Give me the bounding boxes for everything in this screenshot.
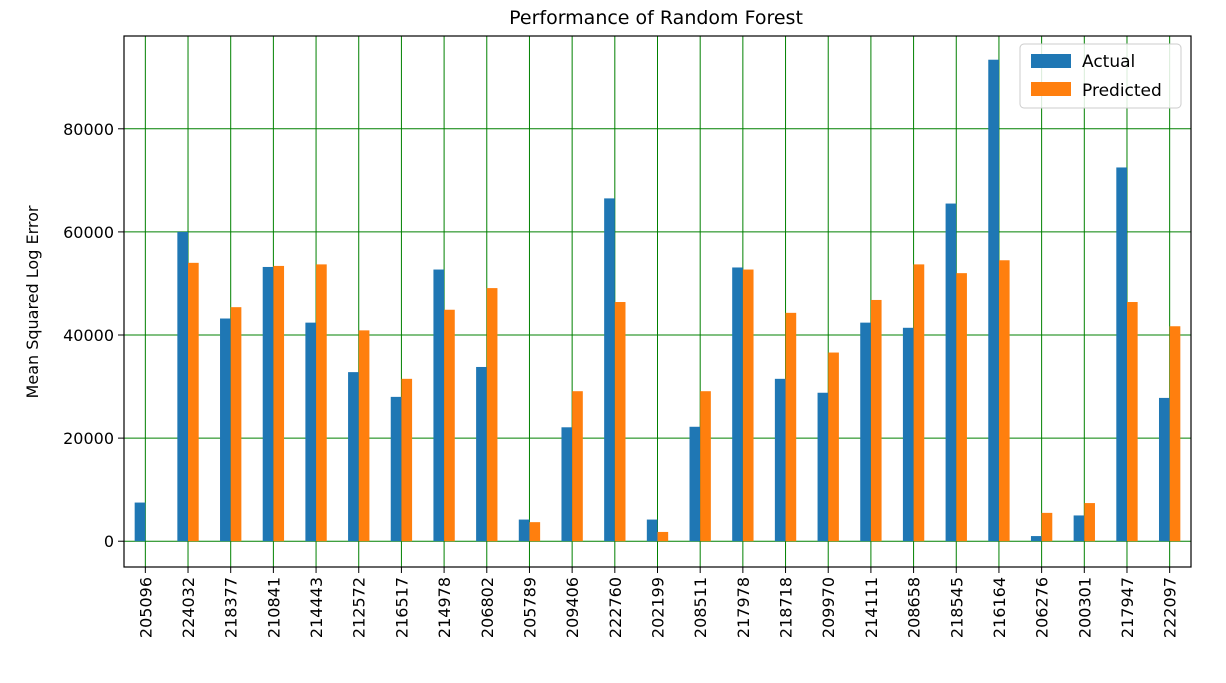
x-tick-label: 200301 <box>1075 577 1094 638</box>
x-tick-label: 218377 <box>222 577 241 638</box>
bar-predicted-218545 <box>956 273 967 542</box>
bar-predicted-218377 <box>230 307 242 542</box>
chart-title: Performance of Random Forest <box>509 7 803 29</box>
bar-predicted-218718 <box>785 312 797 542</box>
bar-actual-212572 <box>348 372 359 542</box>
bar-actual-208511 <box>689 426 701 542</box>
bar-predicted-214978 <box>444 309 455 542</box>
x-tick-label: 209406 <box>563 577 582 638</box>
bar-predicted-212572 <box>358 330 370 542</box>
ticks-layer: 0 20000 40000 60000 80000 205096 224032 218377 2… <box>63 120 1180 638</box>
bar-actual-218545 <box>945 203 957 542</box>
bar-predicted-224032 <box>188 262 199 542</box>
bar-actual-205789 <box>518 519 530 542</box>
x-tick-label: 214443 <box>307 577 326 638</box>
bar-predicted-210841 <box>273 265 285 542</box>
bar-predicted-214111 <box>870 299 882 542</box>
x-tick-label: 222097 <box>1161 577 1180 638</box>
y-tick-label: 80000 <box>63 120 114 139</box>
x-tick-label: 206802 <box>478 577 497 638</box>
x-tick-label: 222760 <box>606 577 625 638</box>
x-tick-label: 218718 <box>777 577 796 638</box>
y-tick-label: 20000 <box>63 429 114 448</box>
bar-predicted-216164 <box>998 260 1010 542</box>
bar-predicted-217978 <box>742 269 754 542</box>
x-tick-label: 205789 <box>520 577 539 638</box>
bar-actual-209406 <box>561 427 573 542</box>
x-tick-label: 217978 <box>734 577 753 638</box>
y-tick-label: 40000 <box>63 326 114 345</box>
bar-actual-222097 <box>1158 397 1170 542</box>
bar-predicted-206276 <box>1041 512 1053 542</box>
bar-actual-218377 <box>220 318 231 542</box>
x-tick-label: 214978 <box>435 577 454 638</box>
bar-actual-217978 <box>732 267 743 542</box>
bar-actual-214111 <box>860 322 871 542</box>
bar-actual-206802 <box>476 366 487 542</box>
x-tick-label: 206276 <box>1033 577 1052 638</box>
bar-predicted-205789 <box>529 522 541 542</box>
bar-actual-217947 <box>1116 167 1127 542</box>
y-axis-label: Mean Squared Log Error <box>23 205 42 398</box>
bar-predicted-222760 <box>614 302 626 542</box>
x-tick-label: 214111 <box>862 577 881 638</box>
bar-actual-214978 <box>433 269 445 542</box>
x-tick-label: 217947 <box>1118 577 1137 638</box>
legend-label-predicted: Predicted <box>1082 81 1162 101</box>
bar-predicted-209406 <box>572 391 583 542</box>
bar-predicted-222097 <box>1169 326 1181 542</box>
bar-predicted-217947 <box>1126 302 1138 542</box>
bar-predicted-216517 <box>401 378 413 542</box>
legend-swatch-actual <box>1031 54 1071 68</box>
bar-actual-206276 <box>1030 536 1042 542</box>
bar-actual-218718 <box>774 378 786 542</box>
bar-predicted-209970 <box>828 352 839 542</box>
bar-actual-216517 <box>390 396 402 542</box>
bar-actual-209970 <box>817 392 829 542</box>
x-tick-label: 224032 <box>179 577 198 638</box>
bar-actual-216164 <box>988 59 999 542</box>
x-tick-label: 205096 <box>136 577 155 638</box>
y-tick-label: 60000 <box>63 223 114 242</box>
x-tick-label: 216517 <box>392 577 411 638</box>
bar-actual-208658 <box>902 327 914 542</box>
legend-label-actual: Actual <box>1082 52 1135 72</box>
bar-actual-205096 <box>134 502 146 542</box>
bar-actual-222760 <box>604 198 615 542</box>
legend-swatch-predicted <box>1031 82 1071 96</box>
bar-actual-210841 <box>262 266 274 542</box>
bar-predicted-208511 <box>700 391 711 542</box>
x-tick-label: 202199 <box>649 577 668 638</box>
bar-actual-224032 <box>177 231 189 542</box>
bar-predicted-202199 <box>657 531 669 542</box>
bar-predicted-208658 <box>913 264 925 542</box>
x-tick-label: 208511 <box>691 577 710 638</box>
x-tick-label: 209970 <box>819 577 838 638</box>
bar-predicted-214443 <box>316 264 327 542</box>
x-tick-label: 210841 <box>264 577 283 638</box>
legend: Actual Predicted <box>1019 43 1182 109</box>
bar-predicted-200301 <box>1084 503 1095 542</box>
bars-layer <box>134 59 1181 542</box>
x-tick-label: 218545 <box>947 577 966 638</box>
x-tick-label: 212572 <box>350 577 369 638</box>
bar-predicted-206802 <box>486 288 498 542</box>
bar-actual-200301 <box>1073 515 1085 542</box>
y-tick-label: 0 <box>104 532 114 551</box>
bar-actual-202199 <box>646 519 658 542</box>
x-tick-label: 216164 <box>990 577 1009 638</box>
x-tick-label: 208658 <box>905 577 924 638</box>
bar-actual-214443 <box>305 322 317 542</box>
